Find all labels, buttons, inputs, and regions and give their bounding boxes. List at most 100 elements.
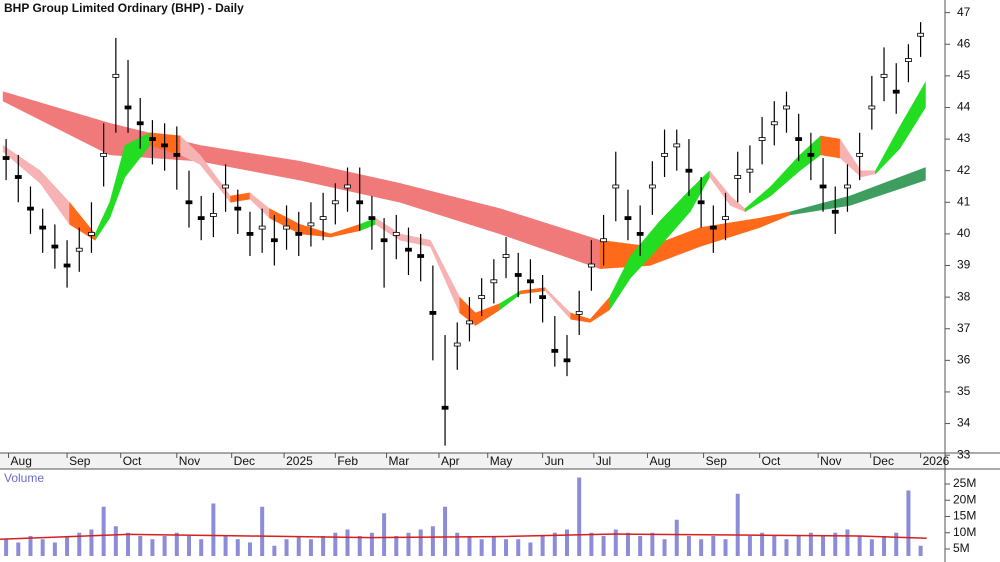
price-close <box>380 238 388 243</box>
price-close <box>14 175 22 179</box>
volume-bar <box>406 532 411 556</box>
price-close <box>234 206 242 211</box>
volume-bar <box>516 539 521 556</box>
price-close <box>612 184 620 189</box>
price-close <box>295 232 303 236</box>
volume-bar <box>467 536 472 556</box>
volume-bar <box>918 545 923 556</box>
price-close <box>405 247 412 252</box>
volume-bar <box>52 542 57 556</box>
price-close <box>331 200 339 205</box>
price-close <box>368 216 376 220</box>
volume-bar <box>296 536 301 556</box>
x-tick-label: Aug <box>649 454 670 468</box>
price-close <box>905 58 912 62</box>
volume-bar <box>491 536 496 556</box>
x-tick-label: 2025 <box>286 454 313 468</box>
price-close <box>319 216 327 220</box>
volume-bar <box>260 506 265 556</box>
volume-bar <box>760 532 765 556</box>
y-tick-label: 42 <box>957 163 971 177</box>
price-close <box>539 295 547 300</box>
x-tick-label: May <box>490 454 513 468</box>
volume-bar <box>796 536 801 556</box>
price-close <box>709 225 717 230</box>
volume-bar <box>869 539 874 556</box>
volume-bar <box>784 539 789 556</box>
price-close <box>795 137 803 141</box>
volume-bar <box>138 536 143 556</box>
volume-bar <box>650 532 655 556</box>
volume-bar <box>345 529 350 556</box>
volume-bar <box>369 532 374 556</box>
x-tick-label: Oct <box>123 454 142 468</box>
price-close <box>429 311 437 315</box>
x-tick-label: Oct <box>762 454 781 468</box>
volume-tick-label: 15M <box>953 509 976 523</box>
price-close <box>746 168 754 173</box>
volume-bar <box>674 519 679 556</box>
volume-bar <box>772 536 777 556</box>
price-close <box>173 152 181 157</box>
volume-tick-label: 10M <box>953 525 976 539</box>
volume-bar <box>479 539 484 556</box>
price-close <box>734 175 742 179</box>
price-close <box>624 216 632 220</box>
volume-bar <box>174 532 179 556</box>
volume-bar <box>625 532 630 556</box>
y-tick-label: 39 <box>957 258 971 272</box>
price-close <box>51 244 59 249</box>
volume-bar <box>223 536 228 556</box>
price-close <box>124 105 132 110</box>
x-tick-label: Dec <box>873 454 894 468</box>
price-close <box>600 238 607 243</box>
price-close <box>258 225 266 230</box>
x-tick-label: Jul <box>596 454 611 468</box>
volume-bar <box>89 529 94 556</box>
volume-bar <box>382 513 387 556</box>
volume-tick-label: 25M <box>953 476 976 490</box>
price-close <box>2 156 10 160</box>
y-tick-label: 36 <box>957 353 971 367</box>
y-tick-label: 38 <box>957 289 971 303</box>
y-tick-label: 35 <box>957 384 971 398</box>
volume-bar <box>272 545 277 556</box>
price-close <box>807 152 815 157</box>
price-close <box>39 225 47 230</box>
y-tick-label: 47 <box>957 5 971 19</box>
volume-bar <box>430 526 435 556</box>
volume-bar <box>321 536 326 556</box>
price-close <box>283 225 290 230</box>
volume-bar <box>894 532 899 556</box>
price-close <box>344 184 351 189</box>
price-close <box>161 143 169 148</box>
chart-title: BHP Group Limited Ordinary (BHP) - Daily <box>4 1 244 15</box>
price-close <box>100 152 108 157</box>
volume-bar <box>28 536 33 556</box>
price-close <box>527 279 534 284</box>
volume-bar <box>308 539 313 556</box>
price-close <box>209 213 217 217</box>
price-close <box>880 73 888 78</box>
price-close <box>88 232 95 236</box>
x-tick-label: Jun <box>545 454 564 468</box>
x-tick-label: Nov <box>179 454 200 468</box>
volume-bar <box>723 539 728 556</box>
volume-bar <box>211 503 216 556</box>
volume-bar <box>394 536 399 556</box>
price-close <box>648 184 656 189</box>
price-close <box>697 200 705 205</box>
y-tick-label: 41 <box>957 194 971 208</box>
volume-bar <box>699 539 704 556</box>
volume-bar <box>577 477 582 556</box>
volume-bar <box>565 529 569 556</box>
price-close <box>136 121 144 126</box>
y-tick-label: 33 <box>957 447 971 461</box>
price-close <box>758 137 766 141</box>
price-close <box>514 273 522 277</box>
volume-bar <box>187 536 191 556</box>
volume-bar <box>552 532 557 556</box>
volume-tick-label: 5M <box>953 541 970 555</box>
volume-bar <box>113 526 118 556</box>
price-close <box>551 348 559 353</box>
